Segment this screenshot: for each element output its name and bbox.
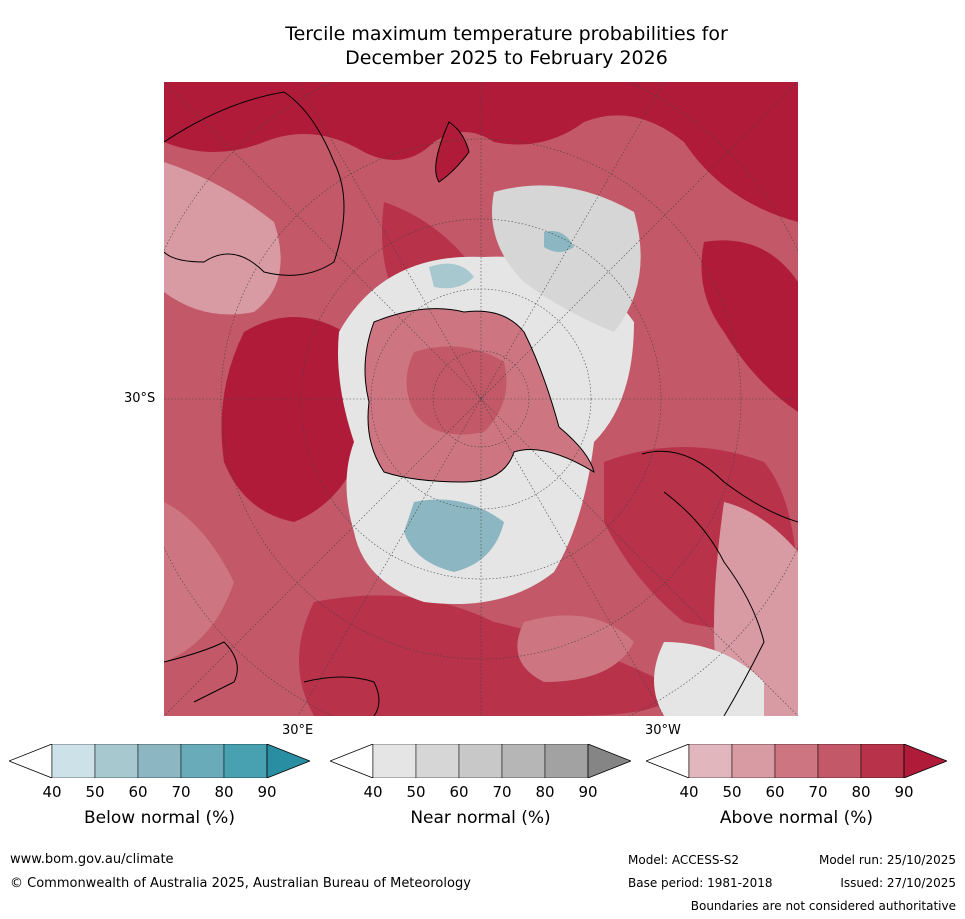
below-normal-patch — [429, 263, 474, 289]
africa-coastline — [164, 641, 380, 716]
colorbar-segment — [774, 744, 819, 778]
moderate-above-normal-region — [164, 502, 234, 662]
footer-url[interactable]: www.bom.gov.au/climate — [10, 852, 174, 867]
colorbar-tick-label: 40 — [363, 783, 383, 801]
colorbar-tick-label: 60 — [765, 783, 785, 801]
colorbar-min-extension — [330, 744, 374, 778]
colorbar-tick-label: 70 — [492, 783, 512, 801]
colorbar-tick-label: 90 — [894, 783, 914, 801]
lon-label-30e: 30°E — [282, 723, 314, 738]
colorbar-segment — [501, 744, 546, 778]
colorbar-segment — [372, 744, 417, 778]
colorbar-min-extension — [9, 744, 53, 778]
colorbar-segment — [51, 744, 96, 778]
colorbar-tick-label: 50 — [722, 783, 742, 801]
colorbar-min-extension — [646, 744, 690, 778]
colorbar-tick-label: 60 — [128, 783, 148, 801]
colorbar-segment — [223, 744, 268, 778]
near-normal-patch — [654, 642, 764, 716]
footer-model: Model: ACCESS-S2 — [628, 853, 740, 867]
near-normal-patch — [492, 185, 641, 332]
colorbar-segment — [817, 744, 862, 778]
antarctica-interior — [406, 346, 507, 435]
new-zealand-coastline — [435, 121, 470, 183]
colorbar-above-label: Above normal (%) — [719, 808, 874, 828]
title-line-1: Tercile maximum temperature probabilitie… — [285, 23, 728, 45]
high-above-normal-region — [164, 82, 798, 222]
colorbar-tick-label: 80 — [851, 783, 871, 801]
south-america-coastline — [641, 450, 798, 716]
colorbar-tick-label: 90 — [257, 783, 277, 801]
colorbar-segment — [137, 744, 182, 778]
title-line-2: December 2025 to February 2026 — [345, 47, 668, 69]
colorbar-segment — [458, 744, 503, 778]
colorbar-segment — [688, 744, 733, 778]
colorbar-tick-label: 60 — [449, 783, 469, 801]
colorbar-segment — [180, 744, 225, 778]
moderate-above-normal-region — [164, 162, 281, 315]
high-above-normal-region — [299, 595, 670, 716]
footer-issued: Issued: 27/10/2025 — [840, 876, 956, 890]
colorbar-max-extension — [903, 744, 947, 778]
below-normal-patch — [544, 231, 574, 252]
below-normal-patch — [404, 499, 504, 572]
colorbar-max-extension — [587, 744, 631, 778]
footer-model-run: Model run: 25/10/2025 — [818, 853, 956, 867]
footer-base-period: Base period: 1981-2018 — [628, 876, 773, 890]
high-above-normal-region — [221, 317, 367, 522]
colorbar-tick-label: 80 — [535, 783, 555, 801]
australia-coastline — [164, 91, 345, 276]
footer-disclaimer: Boundaries are not considered authoritat… — [690, 899, 956, 913]
colorbar-segment — [731, 744, 776, 778]
graticule — [164, 82, 798, 716]
footer-copyright: © Commonwealth of Australia 2025, Austra… — [10, 876, 471, 891]
map-title: Tercile maximum temperature probabilitie… — [164, 22, 849, 70]
colorbar-near-normal — [330, 744, 631, 778]
colorbar-segment — [94, 744, 139, 778]
lon-label-30w: 30°W — [645, 723, 681, 738]
colorbar-tick-label: 80 — [214, 783, 234, 801]
colorbar-segment — [860, 744, 905, 778]
colorbar-segment — [544, 744, 589, 778]
colorbar-below-label: Below normal (%) — [84, 808, 235, 828]
colorbar-tick-label: 90 — [578, 783, 598, 801]
high-above-normal-region — [701, 240, 798, 412]
colorbar-max-extension — [266, 744, 310, 778]
colorbar-near-label: Near normal (%) — [410, 808, 551, 828]
colorbar-tick-label: 40 — [42, 783, 62, 801]
colorbar-below-normal — [9, 744, 310, 778]
colorbar-tick-label: 50 — [406, 783, 426, 801]
colorbar-tick-label: 40 — [679, 783, 699, 801]
lat-label-30s: 30°S — [124, 391, 156, 406]
colorbar-tick-label: 50 — [85, 783, 105, 801]
colorbar-above-normal — [646, 744, 947, 778]
probability-map — [164, 82, 798, 716]
moderate-above-normal-region — [517, 615, 634, 682]
colorbar-tick-label: 70 — [808, 783, 828, 801]
colorbar-tick-label: 70 — [171, 783, 191, 801]
colorbar-segment — [415, 744, 460, 778]
